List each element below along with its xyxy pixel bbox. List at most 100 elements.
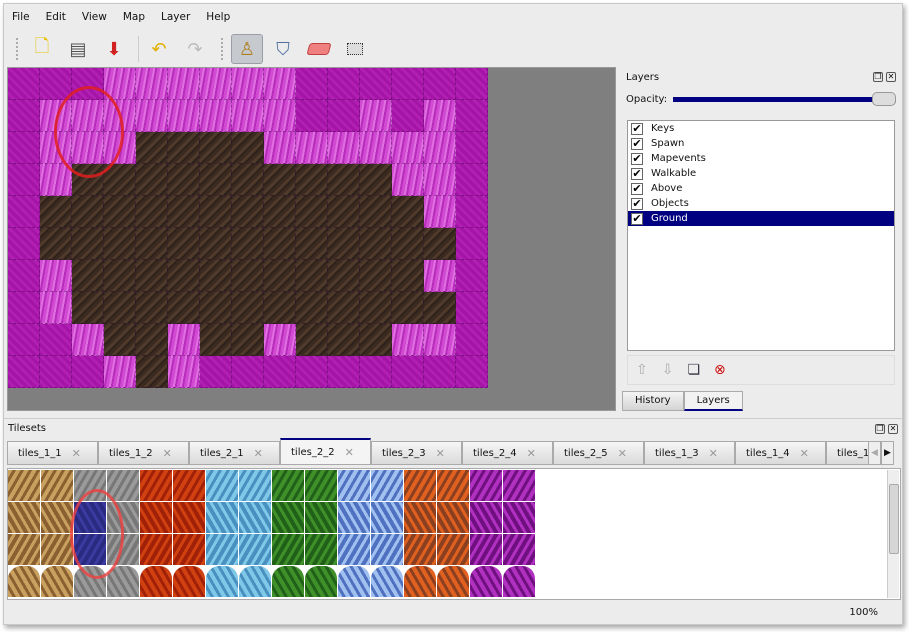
map-tile[interactable] [232, 132, 264, 164]
scroll-right-icon[interactable]: ▶ [881, 441, 894, 465]
tileset-tile[interactable] [437, 534, 470, 566]
tab-tiles_1_1[interactable]: tiles_1_1 ✕ [7, 441, 98, 465]
tileset-tile[interactable] [503, 534, 536, 566]
map-tile[interactable] [424, 196, 456, 228]
map-tile[interactable] [424, 356, 456, 388]
visibility-checkbox[interactable]: ✔ [631, 211, 643, 225]
map-tile[interactable] [296, 292, 328, 324]
map-tile[interactable] [8, 228, 40, 260]
map-tile[interactable] [136, 164, 168, 196]
map-tile[interactable] [40, 292, 72, 324]
redo-icon[interactable]: ↷ [187, 38, 203, 60]
map-tile[interactable] [264, 196, 296, 228]
tileset-tile[interactable] [41, 470, 74, 502]
layer-row[interactable]: ✔ Mapevents [628, 151, 894, 166]
map-tile[interactable] [424, 100, 456, 132]
close-tab-icon[interactable]: ✕ [799, 446, 809, 460]
map-tile[interactable] [328, 356, 360, 388]
map-tile[interactable] [264, 292, 296, 324]
map-tile[interactable] [264, 324, 296, 356]
map-tile[interactable] [360, 260, 392, 292]
close-tab-icon[interactable]: ✕ [71, 446, 81, 460]
map-tile[interactable] [40, 324, 72, 356]
map-tile[interactable] [424, 324, 456, 356]
map-tile[interactable] [424, 228, 456, 260]
map-tile[interactable] [392, 68, 424, 100]
tileset-tile[interactable] [8, 502, 41, 534]
map-tile[interactable] [8, 164, 40, 196]
tileset-tile[interactable] [41, 566, 74, 598]
slider-handle[interactable] [872, 91, 896, 106]
map-tile[interactable] [392, 324, 424, 356]
tileset-tile[interactable] [272, 566, 305, 598]
tab-tiles_1_3[interactable]: tiles_1_3 ✕ [644, 441, 735, 465]
layer-row[interactable]: ✔ Above [628, 181, 894, 196]
map-tile[interactable] [136, 260, 168, 292]
map-tile[interactable] [200, 292, 232, 324]
tileset-tile[interactable] [173, 470, 206, 502]
menu-map[interactable]: Map [122, 11, 146, 23]
tileset-tile[interactable] [338, 534, 371, 566]
map-tile[interactable] [232, 260, 264, 292]
tab-tiles_1_[interactable]: tiles_1_ [826, 441, 871, 465]
map-tile[interactable] [72, 228, 104, 260]
map-tile[interactable] [328, 260, 360, 292]
tileset-tile[interactable] [470, 502, 503, 534]
map-tile[interactable] [392, 100, 424, 132]
menu-edit[interactable]: Edit [45, 11, 66, 23]
tileset-tile[interactable] [371, 534, 404, 566]
menu-layer[interactable]: Layer [161, 11, 191, 23]
map-tile[interactable] [8, 292, 40, 324]
toolbar-grip-2[interactable] [221, 38, 225, 60]
map-tile[interactable] [360, 132, 392, 164]
tab-layers[interactable]: Layers [683, 391, 743, 411]
map-tile[interactable] [104, 356, 136, 388]
close-tab-icon[interactable]: ✕ [708, 446, 718, 460]
map-tile[interactable] [328, 100, 360, 132]
map-tile[interactable] [168, 260, 200, 292]
tab-tiles_2_1[interactable]: tiles_2_1 ✕ [189, 441, 280, 465]
map-tile[interactable] [72, 260, 104, 292]
map-tile[interactable] [200, 68, 232, 100]
map-tile[interactable] [72, 292, 104, 324]
map-tile[interactable] [8, 100, 40, 132]
map-tile[interactable] [360, 356, 392, 388]
map-tile[interactable] [136, 132, 168, 164]
map-tile[interactable] [104, 292, 136, 324]
tileset-tile[interactable] [8, 534, 41, 566]
map-tile[interactable] [136, 228, 168, 260]
map-tile[interactable] [232, 228, 264, 260]
map-tile[interactable] [200, 356, 232, 388]
tileset-tile[interactable] [41, 534, 74, 566]
close-tab-icon[interactable]: ✕ [435, 446, 445, 460]
map-tile[interactable] [168, 324, 200, 356]
tileset-tile[interactable] [173, 566, 206, 598]
visibility-checkbox[interactable]: ✔ [631, 196, 643, 210]
map-tile[interactable] [168, 228, 200, 260]
map-tile[interactable] [424, 164, 456, 196]
tileset-tile[interactable] [140, 566, 173, 598]
layer-row[interactable]: ✔ Keys [628, 121, 894, 136]
map-tile[interactable] [296, 132, 328, 164]
map-tile[interactable] [232, 164, 264, 196]
map-tile[interactable] [200, 260, 232, 292]
raise-layer-icon[interactable]: ⇧ [636, 362, 648, 378]
visibility-checkbox[interactable]: ✔ [631, 121, 643, 135]
map-tile[interactable] [168, 132, 200, 164]
map-tile[interactable] [296, 228, 328, 260]
map-tile[interactable] [40, 260, 72, 292]
layer-row[interactable]: ✔ Walkable [628, 166, 894, 181]
tileset-tile[interactable] [371, 502, 404, 534]
map-tile[interactable] [328, 228, 360, 260]
tab-tiles_1_2[interactable]: tiles_1_2 ✕ [98, 441, 189, 465]
map-tile[interactable] [168, 356, 200, 388]
map-tile[interactable] [8, 132, 40, 164]
tileset-tile[interactable] [206, 566, 239, 598]
tileset-tile[interactable] [338, 502, 371, 534]
tileset-tile[interactable] [173, 502, 206, 534]
close-tab-icon[interactable]: ✕ [253, 446, 263, 460]
map-tile[interactable] [104, 196, 136, 228]
map-tile[interactable] [264, 228, 296, 260]
tab-tiles_2_4[interactable]: tiles_2_4 ✕ [462, 441, 553, 465]
map-tile[interactable] [200, 324, 232, 356]
